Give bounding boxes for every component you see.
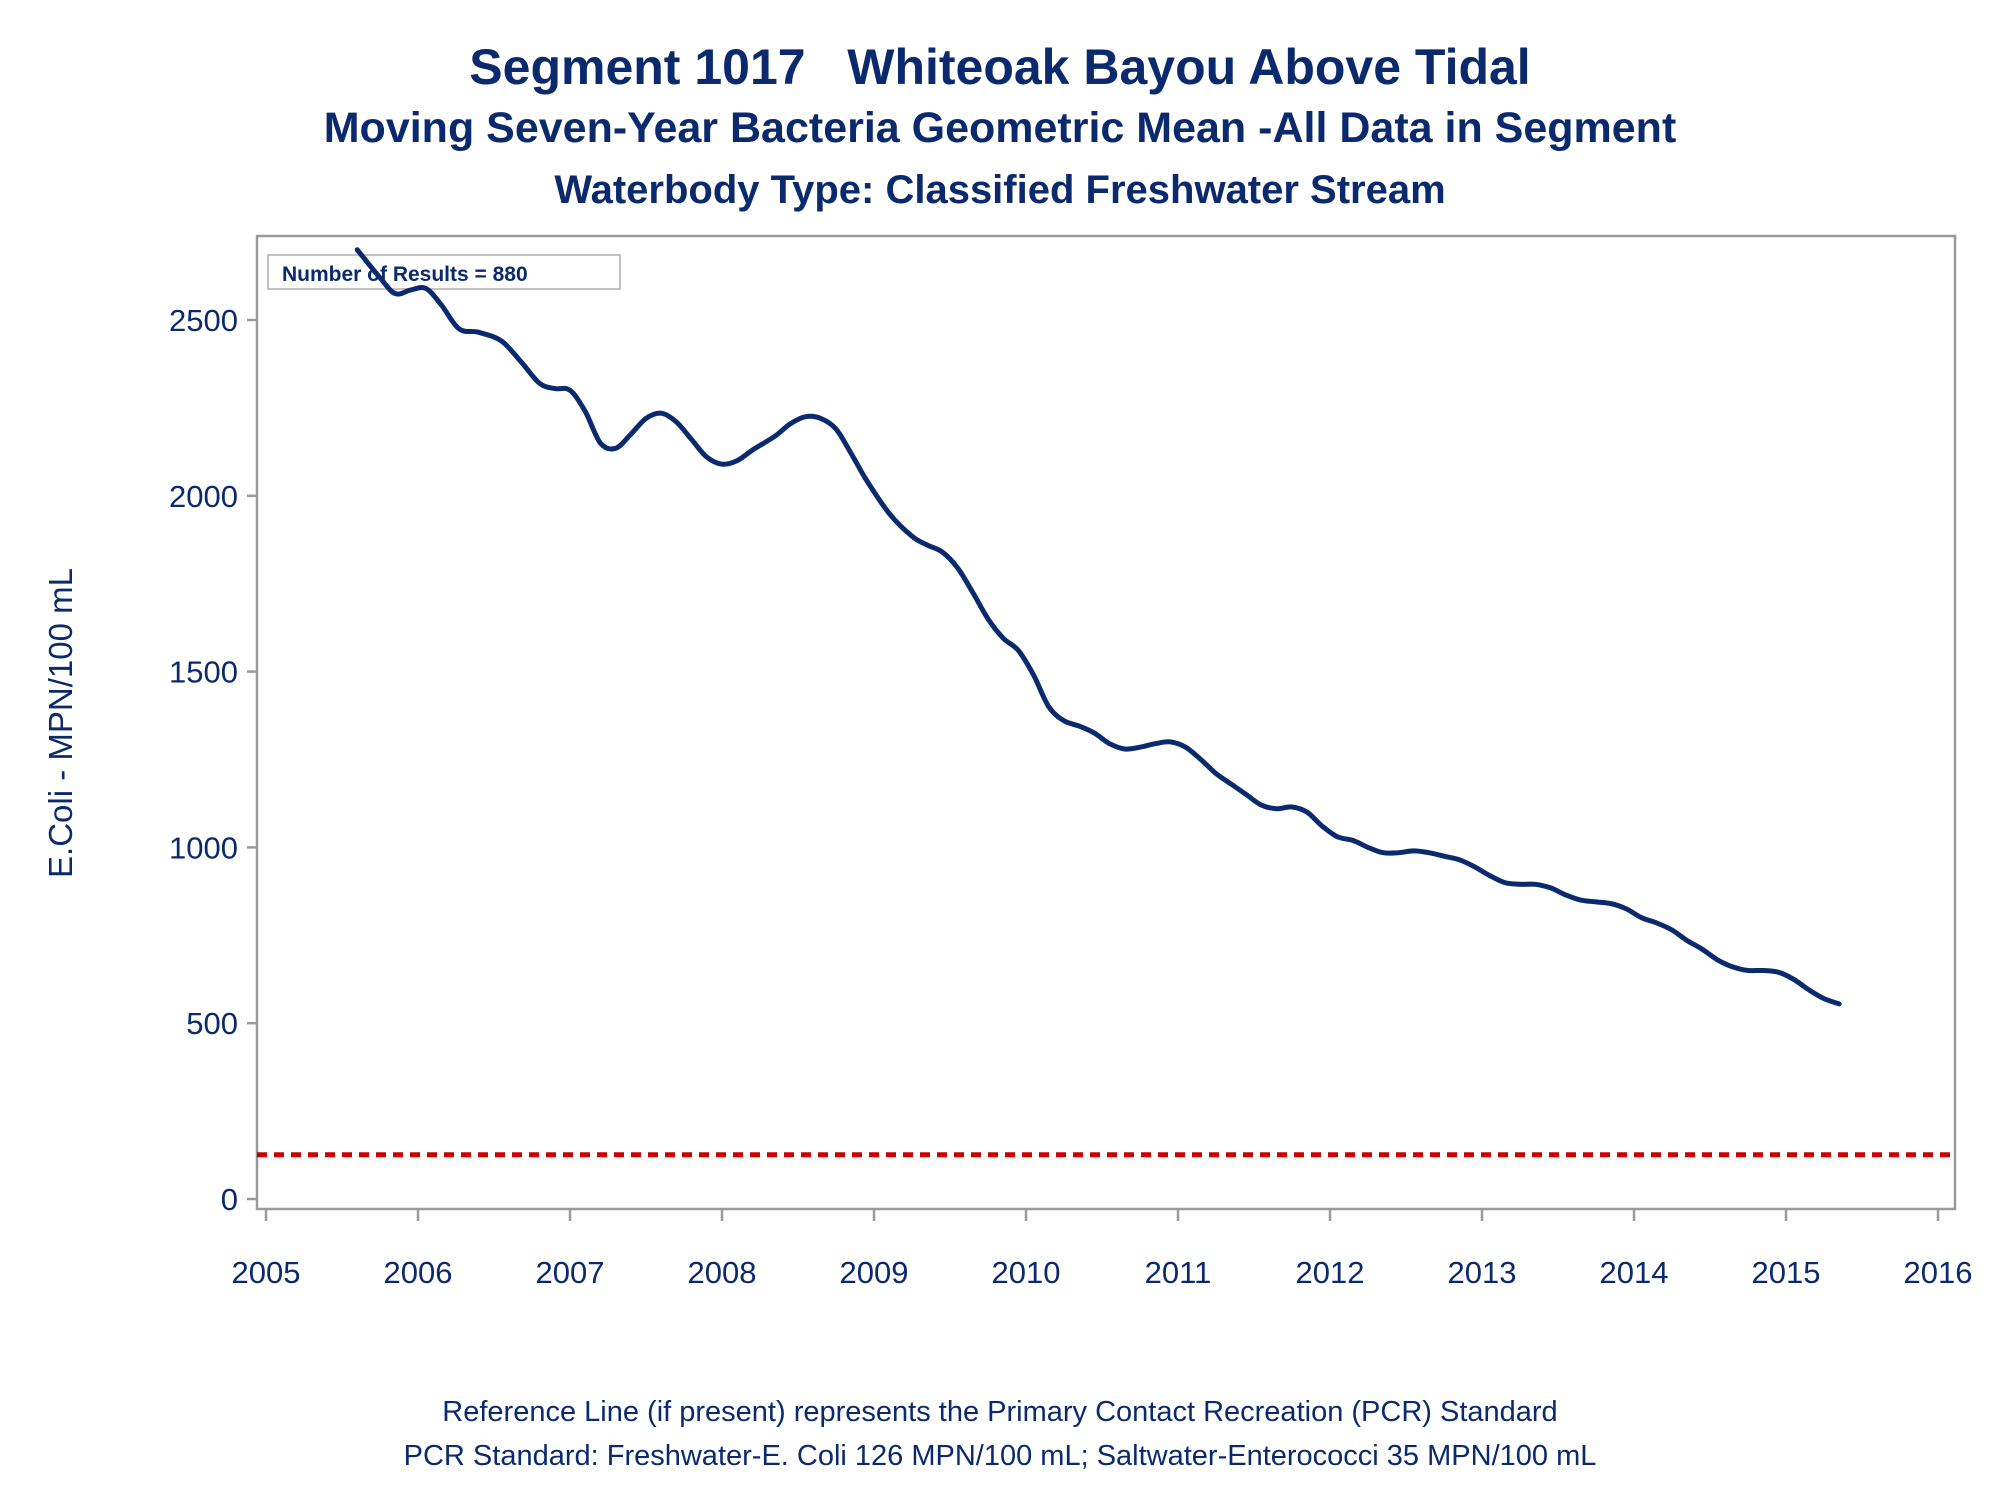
x-tick-label: 2011 (1145, 1255, 1212, 1290)
footnote-pcr-standard: PCR Standard: Freshwater-E. Coli 126 MPN… (403, 1440, 1597, 1472)
y-tick-label: 0 (221, 1182, 238, 1217)
x-tick-label: 2014 (1600, 1255, 1669, 1290)
chart-title: Segment 1017 Whiteoak Bayou Above Tidal (469, 39, 1531, 95)
plot-frame (255, 234, 1957, 1211)
x-tick-label: 2009 (840, 1255, 909, 1290)
x-tick-label: 2012 (1296, 1255, 1365, 1290)
x-tick-label: 2008 (688, 1255, 757, 1290)
x-tick-label: 2015 (1752, 1255, 1821, 1290)
y-tick-label: 500 (186, 1006, 238, 1041)
y-axis-label: E.Coli - MPN/100 mL (42, 568, 79, 878)
annotation-box (267, 254, 621, 290)
y-tick-label: 2000 (169, 479, 238, 514)
y-tick-label: 2500 (169, 303, 238, 338)
x-tick-label: 2007 (536, 1255, 605, 1290)
y-axis: 0 500 1000 1500 2000 2500 (169, 303, 257, 1217)
x-tick-label: 2013 (1448, 1255, 1517, 1290)
chart-subtitle-waterbody: Waterbody Type: Classified Freshwater St… (554, 168, 1446, 212)
geomean-series-line (354, 247, 1842, 1007)
x-axis: 2005 2006 2007 2008 2009 2010 2011 2012 2013 2014… (232, 1209, 1973, 1290)
x-tick-label: 2016 (1904, 1255, 1973, 1290)
y-tick-label: 1500 (169, 655, 238, 690)
x-tick-label: 2010 (992, 1255, 1061, 1290)
footnote-reference-line: Reference Line (if present) represents t… (442, 1396, 1558, 1428)
annotation-text: Number of Results = 880 (282, 263, 528, 286)
x-tick-label: 2005 (232, 1255, 301, 1290)
y-tick-label: 1000 (169, 830, 238, 865)
results-annotation: Number of Results = 880 (267, 254, 621, 290)
chart-subtitle: Moving Seven-Year Bacteria Geometric Mea… (323, 104, 1677, 152)
x-tick-label: 2006 (384, 1255, 453, 1290)
